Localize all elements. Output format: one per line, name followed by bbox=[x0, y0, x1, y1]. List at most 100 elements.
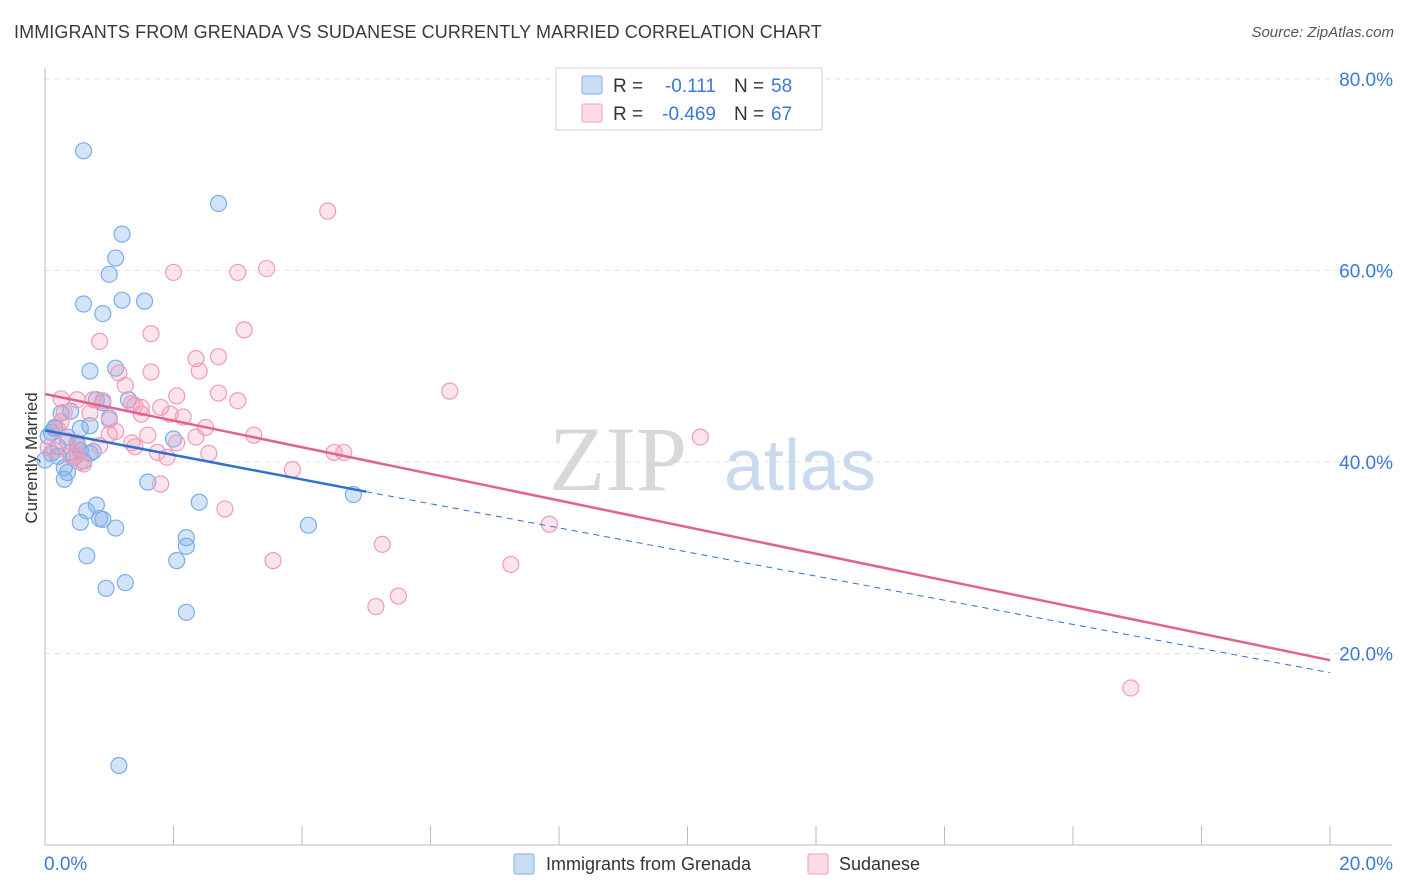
y-tick-label: 60.0% bbox=[1339, 262, 1393, 283]
grenada-point bbox=[107, 519, 125, 537]
sudanese-point bbox=[62, 447, 80, 465]
sudanese-point bbox=[441, 382, 459, 400]
sudanese-point bbox=[91, 332, 109, 350]
grenada-point bbox=[209, 194, 228, 213]
sudanese-point bbox=[187, 428, 205, 446]
stats-legend: R = -0.111 N = 58 R = -0.469 N = 67 bbox=[555, 67, 823, 131]
stats-r-label-sudanese: R = bbox=[613, 104, 643, 125]
grenada-point bbox=[84, 442, 102, 461]
source-credit: Source: ZipAtlas.com bbox=[1251, 24, 1394, 41]
sudanese-point bbox=[209, 384, 228, 402]
grenada-point bbox=[94, 510, 112, 529]
grenada-point bbox=[168, 552, 186, 570]
sudanese-point bbox=[373, 535, 391, 553]
grenada-point bbox=[94, 304, 112, 323]
y-tick-label: 40.0% bbox=[1339, 453, 1393, 474]
sudanese-point bbox=[164, 263, 183, 282]
grenada-point bbox=[299, 516, 318, 534]
sudanese-point bbox=[142, 325, 160, 343]
grenada-point bbox=[113, 225, 131, 243]
sudanese-point bbox=[100, 425, 118, 443]
legend-swatch-grenada bbox=[513, 853, 535, 875]
series-legend: Immigrants from Grenada Sudanese bbox=[513, 853, 920, 875]
sudanese-point bbox=[81, 404, 99, 422]
sudanese-point bbox=[142, 363, 160, 381]
sudanese-point bbox=[190, 362, 208, 380]
sudanese-point bbox=[152, 398, 170, 417]
sudanese-point bbox=[229, 263, 247, 282]
trendlines bbox=[44, 392, 1331, 674]
y-tick-label: 80.0% bbox=[1339, 70, 1393, 91]
sudanese-point bbox=[116, 376, 134, 394]
watermark-zip: ZIP bbox=[549, 408, 687, 510]
grenada-point bbox=[135, 292, 154, 310]
grenada-point bbox=[74, 295, 93, 313]
sudanese-point bbox=[55, 403, 73, 421]
sudanese-point bbox=[152, 475, 170, 493]
y-tick-label: 20.0% bbox=[1339, 645, 1393, 666]
grenada-point bbox=[177, 529, 195, 547]
stats-swatch-sudanese bbox=[581, 103, 603, 123]
grenada-point bbox=[113, 291, 131, 309]
grenada-point bbox=[81, 417, 99, 435]
sudanese-point bbox=[319, 202, 337, 220]
grenada-point bbox=[177, 603, 195, 621]
grenada-point bbox=[74, 142, 93, 160]
sudanese-point bbox=[209, 348, 228, 366]
axes bbox=[44, 68, 1392, 846]
sudanese-point bbox=[139, 426, 157, 444]
grenada-point bbox=[100, 265, 118, 283]
x-tick-label: 20.0% bbox=[1339, 854, 1393, 875]
sudanese-point bbox=[389, 587, 407, 605]
stats-n-value-sudanese: 67 bbox=[771, 104, 792, 125]
sudanese-point bbox=[258, 259, 276, 278]
stats-r-value-sudanese: -0.469 bbox=[662, 104, 716, 125]
watermark: ZIP atlas bbox=[549, 408, 876, 510]
tick-labels: 80.0% 60.0% 40.0% 20.0% 0.0% 20.0% bbox=[44, 70, 1393, 875]
grenada-point bbox=[78, 547, 96, 565]
grenada-point bbox=[116, 574, 134, 592]
grenada-point bbox=[71, 513, 89, 531]
grenada-trendline bbox=[44, 429, 367, 493]
stats-legend-frame bbox=[555, 67, 823, 131]
sudanese-point bbox=[229, 392, 247, 410]
grenada-point bbox=[190, 493, 208, 511]
grenada-trendline-extension bbox=[366, 491, 1331, 674]
grenada-point bbox=[87, 496, 106, 514]
grid-lines bbox=[45, 78, 1392, 654]
grenada-point bbox=[110, 756, 128, 775]
stats-n-label-sudanese: N = bbox=[734, 104, 764, 125]
legend-swatch-sudanese bbox=[807, 853, 829, 875]
sudanese-point bbox=[502, 555, 520, 574]
chart-title: IMMIGRANTS FROM GRENADA VS SUDANESE CURR… bbox=[14, 22, 822, 42]
grenada-point bbox=[139, 473, 157, 491]
sudanese-point bbox=[367, 597, 385, 616]
sudanese-point bbox=[216, 500, 234, 518]
grenada-point bbox=[55, 470, 73, 488]
sudanese-point bbox=[235, 321, 253, 339]
watermark-atlas: atlas bbox=[724, 426, 876, 506]
sudanese-point bbox=[74, 455, 93, 473]
grenada-point bbox=[177, 537, 195, 555]
sudanese-point bbox=[540, 515, 558, 533]
legend-label-grenada: Immigrants from Grenada bbox=[546, 854, 752, 874]
stats-n-value-grenada: 58 bbox=[771, 76, 792, 97]
stats-r-value-grenada: -0.111 bbox=[665, 76, 716, 97]
sudanese-points bbox=[39, 202, 1140, 697]
sudanese-point bbox=[46, 441, 64, 460]
legend-label-sudanese: Sudanese bbox=[839, 854, 920, 874]
grenada-point bbox=[97, 579, 115, 597]
sudanese-point bbox=[168, 387, 186, 405]
sudanese-point bbox=[168, 434, 186, 452]
sudanese-point bbox=[691, 428, 709, 446]
grenada-point bbox=[107, 249, 125, 267]
sudanese-point bbox=[52, 413, 70, 431]
x-tick-label: 0.0% bbox=[44, 854, 87, 875]
sudanese-point bbox=[132, 398, 150, 417]
grenada-point bbox=[107, 359, 125, 377]
sudanese-trendline bbox=[44, 392, 1331, 662]
sudanese-point bbox=[1122, 679, 1140, 697]
sudanese-point bbox=[200, 444, 218, 462]
stats-n-label-grenada: N = bbox=[734, 76, 764, 97]
